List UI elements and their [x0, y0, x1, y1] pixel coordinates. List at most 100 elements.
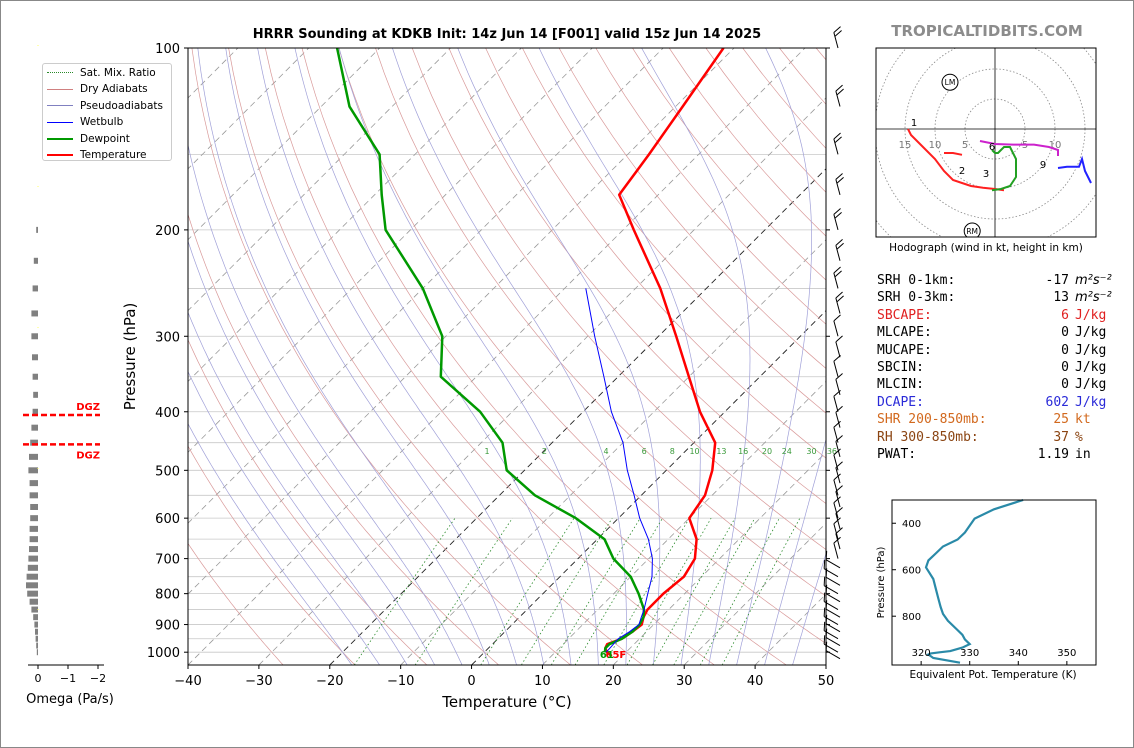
- theta-e-y-tick-label: 800: [902, 612, 921, 623]
- surface-temp-label: 65F: [606, 650, 627, 661]
- legend-label: Dry Adiabats: [80, 83, 148, 96]
- legend-label: Sat. Mix. Ratio: [80, 66, 156, 79]
- y-tick-label: 900: [155, 619, 180, 634]
- x-tick-label: −30: [245, 674, 272, 689]
- legend-entry: Wetbulb: [43, 115, 171, 131]
- index-unit: m²s⁻²: [1075, 273, 1112, 288]
- pseudoadiabat: [257, 48, 545, 665]
- mixing-ratio-line: [480, 517, 575, 665]
- mixing-ratio-line: [414, 517, 513, 665]
- index-key: MLCIN:: [877, 377, 924, 393]
- sounding-indices: SRH 0-1km: -17 m²s⁻² SRH 0-3km: 13 m²s⁻² SBCAP…: [877, 272, 1112, 463]
- wind-barb: [825, 550, 841, 569]
- surface-dewpoint-label: 61: [600, 650, 614, 661]
- theta-e-x-tick-label: 350: [1057, 648, 1076, 659]
- isotherm-line: [683, 522, 826, 665]
- theta-e-panel: 320 330 340 350 400 600 800 Equivalent Pot. Tem…: [876, 498, 1097, 681]
- omega-bar: [29, 453, 38, 460]
- hodograph-trace: [1057, 155, 1092, 184]
- mixing-ratio-label: 8: [670, 447, 675, 456]
- index-value: 0: [1061, 342, 1069, 358]
- isotherm-line: [188, 48, 806, 665]
- index-unit: J/kg: [1075, 325, 1107, 341]
- hodograph-ring-label: 10: [1049, 140, 1062, 151]
- wind-barb: [835, 173, 844, 195]
- isotherm-line: [188, 48, 735, 595]
- y-tick-label: 600: [155, 512, 180, 527]
- index-row: SRH 0-1km: -17 m²s⁻²: [877, 272, 1112, 289]
- wind-barbs: [823, 26, 844, 660]
- omega-bar: [29, 536, 38, 543]
- mixing-ratio-label: 10: [689, 447, 699, 456]
- hodograph-frame: [875, 47, 1097, 238]
- wind-barb: [833, 354, 841, 377]
- wind-barb: [835, 291, 844, 314]
- omega-bar: [30, 515, 38, 522]
- omega-bar: [30, 503, 38, 510]
- mixing-ratio-line: [626, 517, 712, 665]
- mixing-ratio-line: [699, 518, 780, 665]
- dry-adiabat: [264, 48, 715, 665]
- isotherm-line: [542, 380, 826, 665]
- mixing-ratio-label: 36: [827, 447, 837, 456]
- hodograph-height-label: 3: [983, 169, 989, 180]
- omega-axis-label: Omega (Pa/s): [26, 692, 114, 707]
- index-key: SRH 0-3km:: [877, 290, 956, 306]
- legend-swatch: [47, 137, 73, 140]
- wind-barb: [833, 536, 841, 559]
- legend-label: Wetbulb: [80, 116, 124, 129]
- wind-barb: [833, 389, 841, 412]
- index-unit: %: [1075, 429, 1083, 445]
- mixing-ratio-label: 4: [604, 447, 609, 456]
- wind-barb: [833, 473, 841, 496]
- pseudoadiabat: [764, 438, 826, 665]
- dewpoint-profile: [335, 48, 646, 653]
- wind-barb: [833, 26, 842, 49]
- omega-bar: [26, 582, 38, 589]
- theta-e-y-label: Pressure (hPa): [876, 547, 887, 619]
- pseudoadiabat: [457, 48, 661, 665]
- index-unit: J/kg: [1075, 342, 1107, 358]
- y-tick-label: 400: [155, 406, 180, 421]
- index-row: SRH 0-3km: 13 m²s⁻²: [877, 289, 1112, 306]
- isotherm-line: [613, 451, 826, 665]
- omega-bar: [29, 546, 38, 553]
- y-tick-label: 200: [155, 224, 180, 239]
- mixing-ratio-line: [673, 518, 756, 665]
- wind-barb: [825, 641, 841, 660]
- index-value: 0: [1061, 325, 1069, 341]
- omega-bar: [36, 642, 38, 649]
- pseudoadiabat: [641, 48, 751, 665]
- hodograph-height-label: 6: [989, 142, 995, 153]
- dry-adiabat: [191, 48, 571, 665]
- pseudoadiabat: [392, 48, 627, 665]
- pseudoadiabat: [792, 552, 826, 665]
- dry-adiabat: [188, 213, 499, 665]
- y-axis-label: Pressure (hPa): [121, 303, 139, 411]
- wind-barb: [833, 448, 841, 471]
- index-row: MLCAPE: 0 J/kg: [877, 324, 1112, 341]
- index-unit: J/kg: [1075, 394, 1107, 410]
- index-key: SBCIN:: [877, 360, 924, 376]
- theta-e-x-tick-label: 330: [960, 648, 979, 659]
- omega-bar: [36, 649, 38, 656]
- dgz-label: DGZ: [76, 402, 100, 413]
- index-unit: m²s⁻²: [1075, 290, 1112, 306]
- legend-entry: Dry Adiabats: [43, 82, 171, 98]
- omega-bar: [30, 439, 38, 446]
- y-tick-label: 300: [155, 330, 180, 345]
- theta-e-x-tick-label: 320: [912, 648, 931, 659]
- index-value: 602: [1045, 394, 1069, 410]
- mixing-ratio-line: [652, 517, 736, 665]
- pseudoadiabat: [197, 48, 490, 665]
- omega-bar: [35, 628, 38, 635]
- dry-adiabat: [595, 48, 826, 325]
- hodograph-trace: [907, 128, 1005, 192]
- index-value: -17: [1045, 273, 1069, 288]
- hodograph-trace: [979, 140, 1059, 156]
- omega-bar: [33, 391, 38, 398]
- theta-e-profile: [924, 498, 1024, 664]
